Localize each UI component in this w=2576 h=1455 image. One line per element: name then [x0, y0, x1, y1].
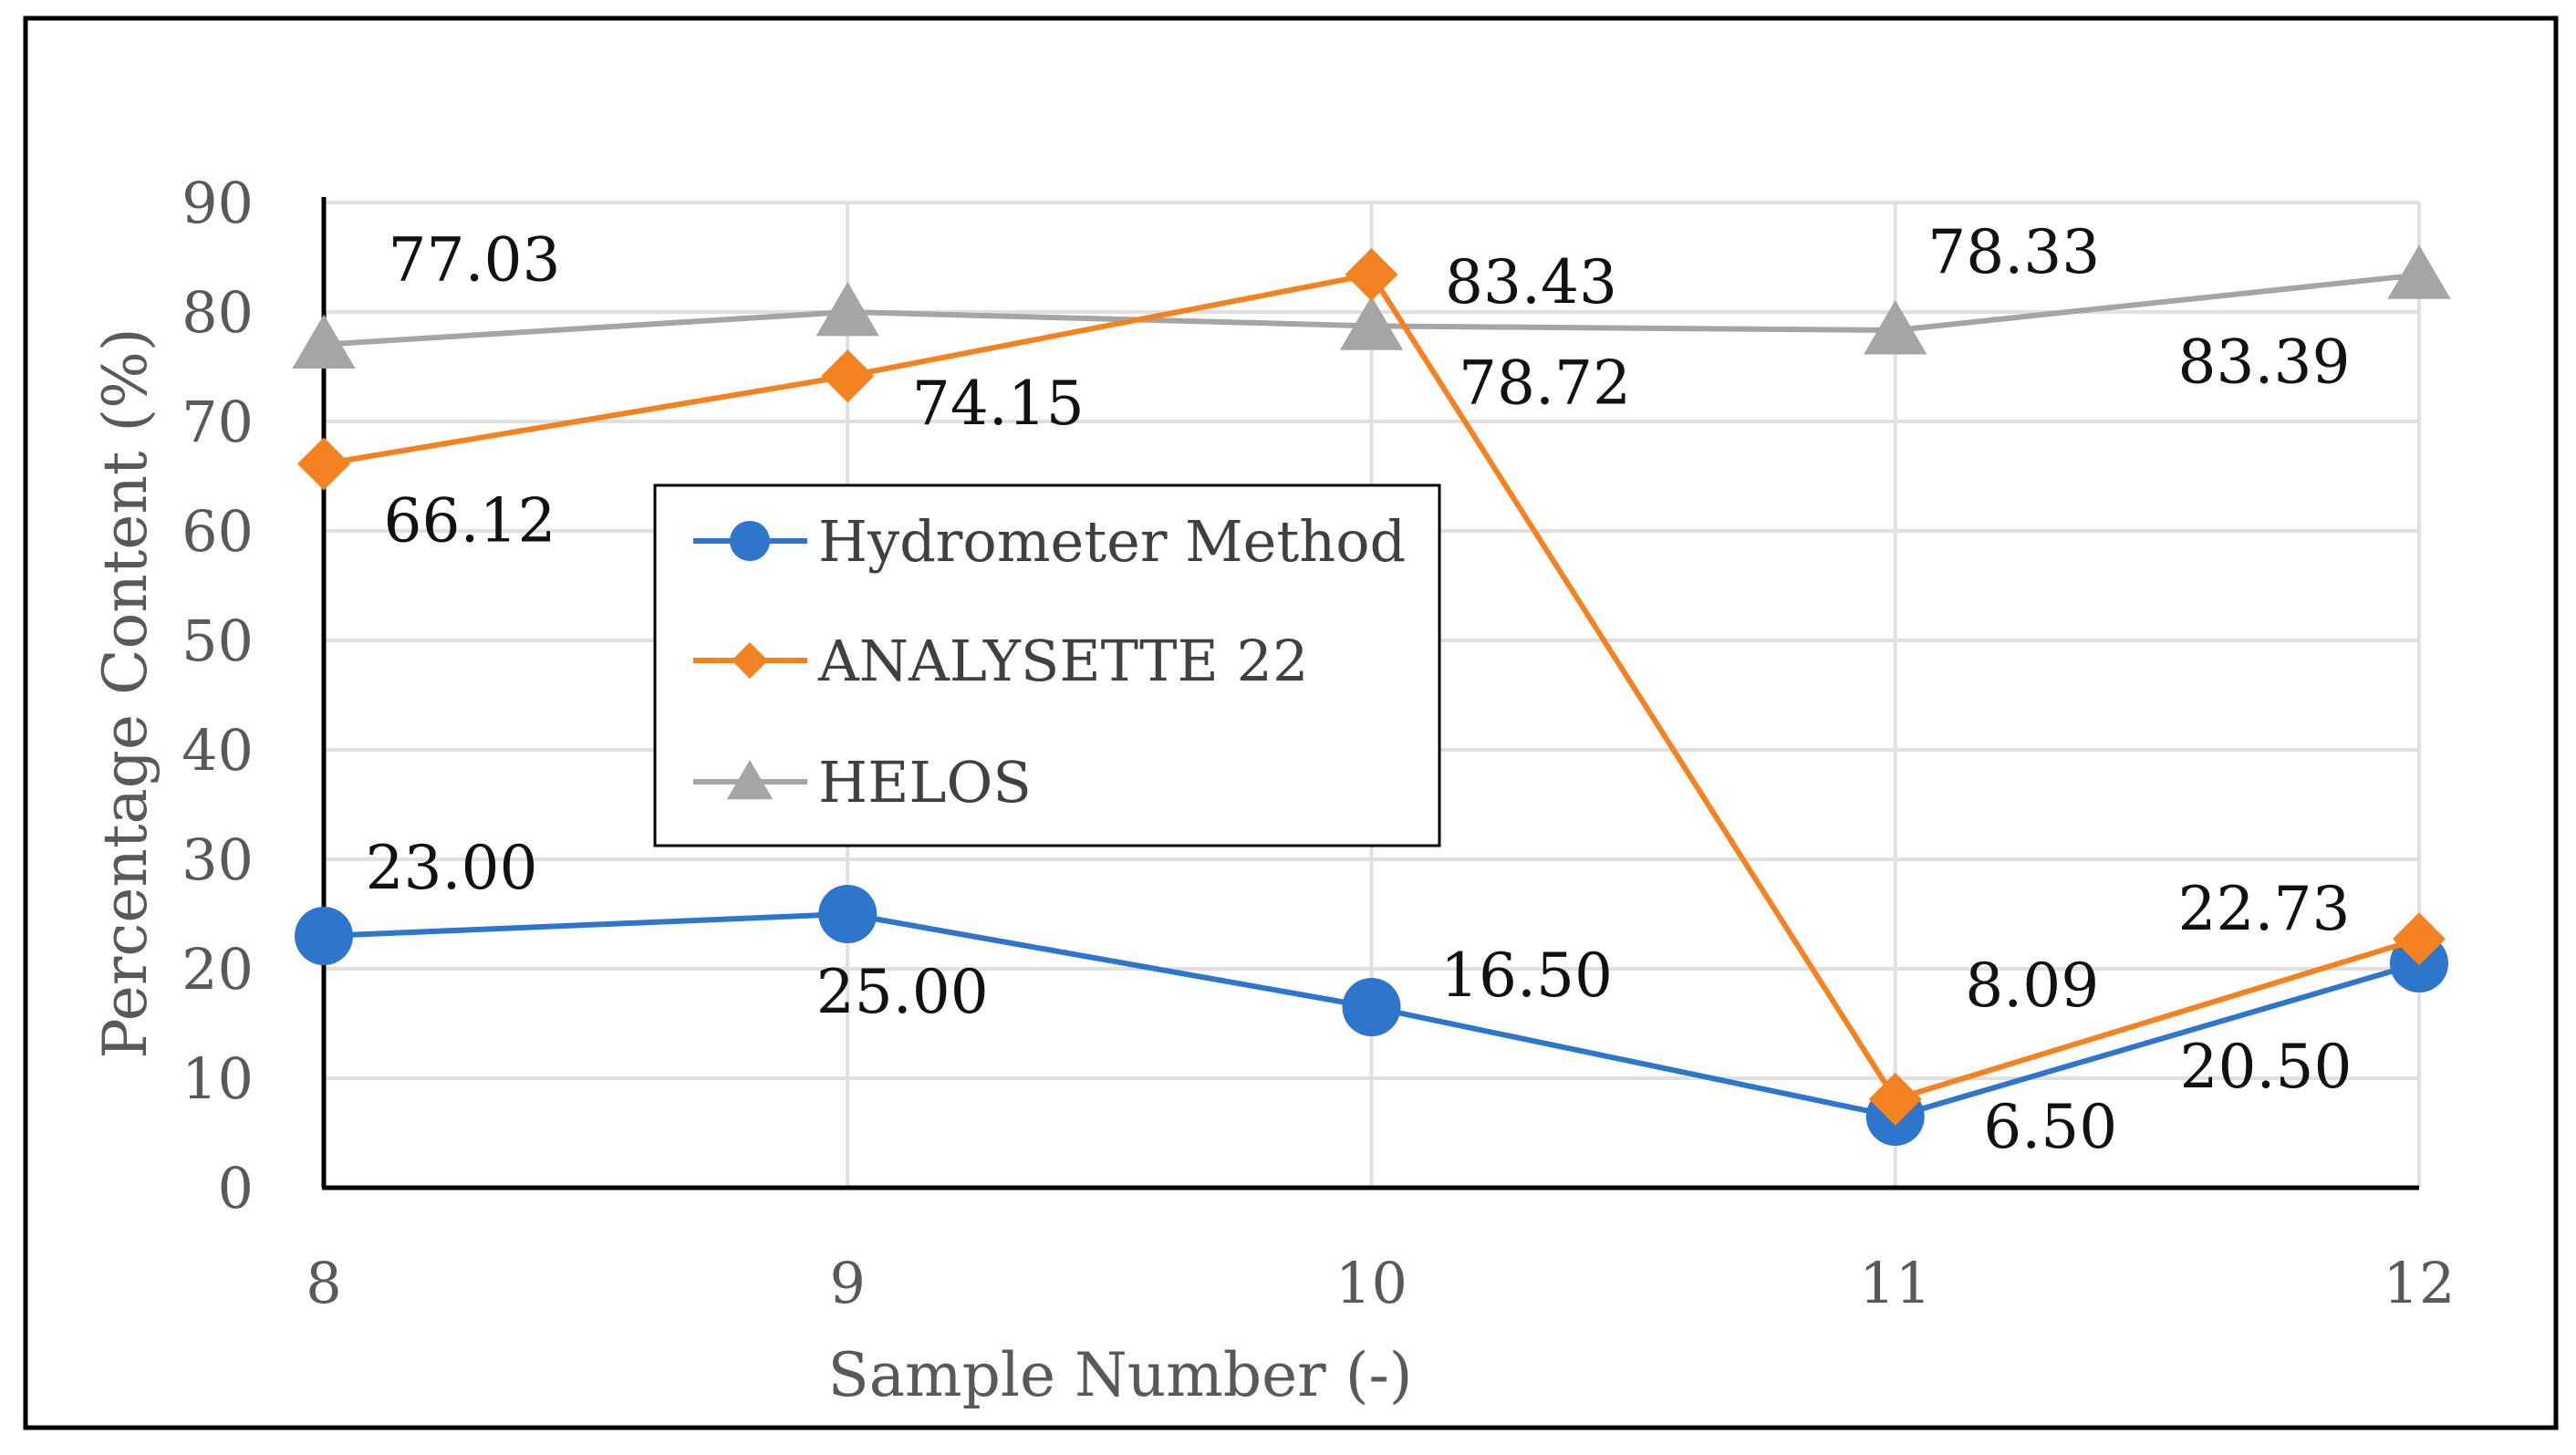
data-point-analysette-22 [1868, 1072, 1922, 1126]
y-tick-label: 90 [182, 170, 254, 236]
y-tick-label: 0 [218, 1155, 254, 1221]
legend-label-analysette-22: ANALYSETTE 22 [817, 628, 1308, 694]
x-tick-label: 8 [306, 1250, 341, 1316]
y-tick-label: 80 [182, 279, 254, 346]
data-label-hydrometer-method: 20.50 [2180, 1032, 2353, 1102]
x-tick-label: 10 [1335, 1250, 1407, 1316]
series-helos [292, 244, 2451, 369]
y-tick-label: 40 [182, 717, 254, 784]
x-tick-label: 11 [1859, 1250, 1931, 1316]
data-label-helos: 77.03 [389, 225, 561, 296]
y-tick-label: 70 [182, 389, 254, 455]
data-point-helos [1864, 300, 1927, 355]
legend-marker-helos [726, 760, 774, 800]
series-analysette-22 [297, 247, 2446, 1126]
legend: Hydrometer Method ANALYSETTE 22 HELOS [653, 483, 1441, 847]
x-tick-label: 12 [2384, 1250, 2456, 1316]
legend-item-hydrometer-method: Hydrometer Method [693, 508, 1406, 575]
data-point-helos [2387, 244, 2451, 299]
y-tick-label: 60 [182, 498, 254, 565]
legend-label-hydrometer-method: Hydrometer Method [818, 508, 1406, 575]
x-axis-title: Sample Number (-) [827, 1340, 1412, 1410]
legend-item-analysette-22: ANALYSETTE 22 [693, 628, 1308, 694]
data-label-helos: 83.39 [2178, 327, 2351, 397]
legend-item-helos: HELOS [693, 749, 1032, 816]
data-point-hydrometer-method [818, 885, 878, 943]
y-tick-label: 20 [182, 936, 254, 1003]
data-point-helos [292, 314, 356, 369]
data-label-helos: 78.33 [1927, 217, 2100, 287]
data-label-analysette-22: 8.09 [1965, 951, 2099, 1021]
data-point-helos [815, 282, 879, 337]
data-point-analysette-22 [297, 437, 350, 491]
legend-label-helos: HELOS [818, 749, 1032, 816]
x-tick-label: 9 [830, 1250, 866, 1316]
data-label-hydrometer-method: 16.50 [1440, 941, 1613, 1011]
data-label-analysette-22: 66.12 [384, 486, 556, 556]
data-point-hydrometer-method [295, 907, 353, 965]
data-label-analysette-22: 74.15 [912, 369, 1085, 439]
data-point-analysette-22 [2393, 912, 2446, 966]
legend-marker-analysette-22 [732, 642, 768, 679]
data-point-analysette-22 [821, 349, 875, 403]
data-label-helos: 78.72 [1459, 348, 1631, 418]
y-tick-label: 30 [182, 826, 254, 893]
legend-box [653, 483, 1441, 847]
data-label-hydrometer-method: 23.00 [366, 833, 538, 903]
data-labels: 23.00 25.00 16.50 6.50 20.50 66.12 74.15 83.43 8… [366, 217, 2353, 1162]
data-label-analysette-22: 83.43 [1445, 247, 1617, 317]
data-point-helos [1339, 296, 1404, 350]
data-point-analysette-22 [1345, 247, 1398, 301]
data-point-hydrometer-method [1342, 978, 1401, 1036]
y-tick-label: 50 [182, 608, 254, 674]
axes: 0 10 20 30 40 50 60 70 80 90 8 9 10 11 12 [182, 170, 2455, 1316]
y-tick-label: 10 [182, 1045, 254, 1112]
legend-marker-hydrometer-method [730, 521, 770, 561]
data-label-hydrometer-method: 25.00 [816, 957, 989, 1027]
y-axis-title: Percentage Content (%) [90, 327, 161, 1058]
data-label-hydrometer-method: 6.50 [1983, 1092, 2117, 1162]
series [292, 244, 2451, 1146]
data-label-analysette-22: 22.73 [2178, 874, 2351, 944]
